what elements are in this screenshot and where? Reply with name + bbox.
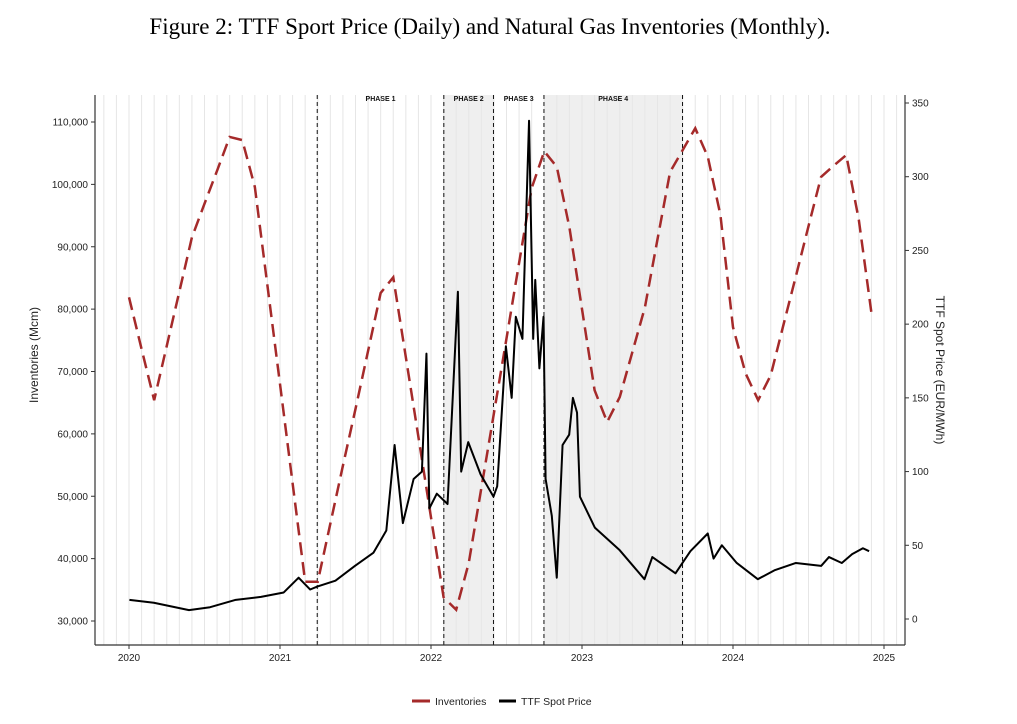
legend-label-ttf: TTF Spot Price [521,696,592,708]
y-left-tick-label: 80,000 [57,305,88,316]
phase-label: PHASE 2 [454,96,484,103]
inventories-line [127,125,873,613]
y-right-tick-label: 0 [912,615,918,626]
y-right-tick-label: 350 [912,99,929,110]
phase-label: PHASE 4 [598,96,628,103]
y-right-tick-label: 100 [912,467,929,478]
y-left-label: Inventories (Mcm) [27,307,41,403]
x-tick-label: 2020 [118,653,141,664]
legend-label-inventories: Inventories [435,696,486,708]
phase-label: PHASE 3 [504,96,534,103]
legend: Inventories TTF Spot Price [412,696,592,708]
y-left-tick-label: 100,000 [52,180,89,191]
figure-title: Figure 2: TTF Sport Price (Daily) and Na… [149,14,831,39]
y-left-tick-label: 90,000 [57,242,88,253]
x-tick-label: 2022 [420,653,443,664]
y-left-tick-label: 40,000 [57,554,88,565]
x-tick-label: 2021 [269,653,292,664]
y-right-tick-label: 300 [912,172,929,183]
y-right-label: TTF Spot Price (EUR/MWh) [933,296,947,445]
y-right-tick-label: 50 [912,541,924,552]
x-tick-label: 2024 [722,653,745,664]
y-left-tick-label: 70,000 [57,367,88,378]
ttf-price-line [129,119,870,612]
x-tick-label: 2023 [571,653,594,664]
x-tick-label: 2025 [873,653,896,664]
y-left-tick-label: 110,000 [53,118,89,129]
y-left-tick-label: 30,000 [57,617,88,628]
y-left-tick-label: 60,000 [57,429,88,440]
y-left-tick-label: 50,000 [57,492,88,503]
y-right-tick-label: 250 [912,246,929,257]
y-right-tick-label: 200 [912,320,929,331]
phase-label: PHASE 1 [366,96,396,103]
phase-shade [543,95,683,645]
y-right-tick-label: 150 [912,393,929,404]
